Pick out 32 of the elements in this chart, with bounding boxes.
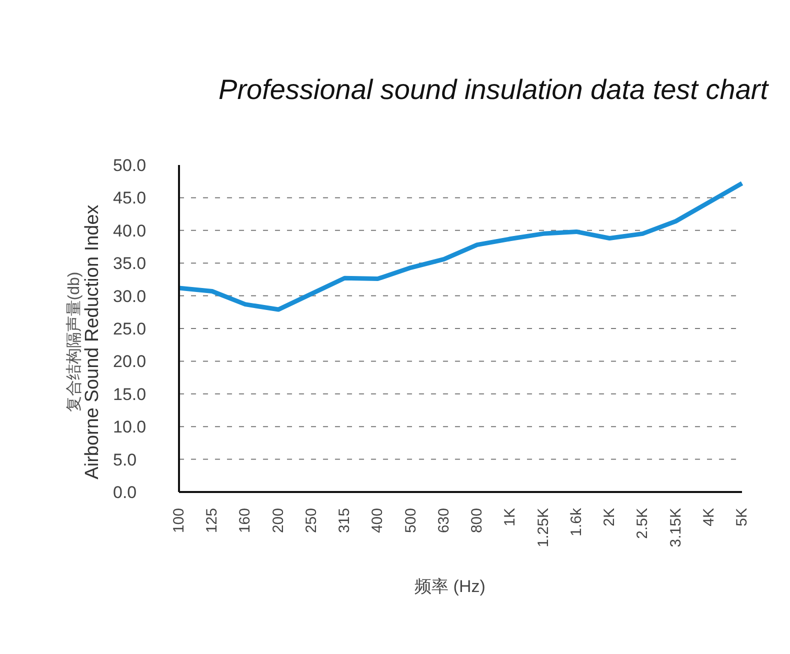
y-tick-label: 20.0 xyxy=(113,352,146,372)
y-tick-label: 50.0 xyxy=(113,156,146,176)
x-tick-label: 800 xyxy=(468,508,486,534)
x-axis-title: 频率 (Hz) xyxy=(414,576,486,598)
y-tick-label: 45.0 xyxy=(113,188,146,208)
x-tick-label: 1.6k xyxy=(568,508,585,536)
y-tick-label: 0.0 xyxy=(113,483,137,502)
y-tick-label: 15.0 xyxy=(113,384,146,404)
y-axis-title: 复合结构隔声量(db) Airborne Sound Reduction Index xyxy=(66,204,104,480)
x-tick-label: 250 xyxy=(302,508,320,534)
x-tick-label: 100 xyxy=(170,508,188,534)
x-tick-label: 125 xyxy=(204,508,221,534)
x-tick-label: 3.15K xyxy=(667,508,684,548)
y-tick-label: 40.0 xyxy=(113,221,146,240)
y-tick-label: 25.0 xyxy=(113,320,146,339)
y-tick-label: 30.0 xyxy=(113,286,146,306)
x-tick-label: 2K xyxy=(601,508,618,526)
y-tick-label: 35.0 xyxy=(113,254,146,274)
x-tick-label: 160 xyxy=(236,508,254,534)
y-tick-label: 5.0 xyxy=(113,450,137,470)
x-tick-label: 400 xyxy=(369,508,386,534)
x-tick-label: 2.5K xyxy=(634,508,652,539)
x-tick-label: 1.25K xyxy=(534,508,552,548)
x-tick-label: 315 xyxy=(336,508,354,534)
chart-title: Professional sound insulation data test chart xyxy=(218,73,770,107)
x-tick-label: 1K xyxy=(502,508,519,526)
y-tick-label: 10.0 xyxy=(113,418,146,437)
x-tick-label: 630 xyxy=(435,508,452,534)
x-tick-label: 500 xyxy=(402,508,420,534)
x-tick-label: 200 xyxy=(270,508,287,534)
x-tick-label: 4K xyxy=(700,508,718,526)
x-tick-label: 5K xyxy=(734,508,750,526)
